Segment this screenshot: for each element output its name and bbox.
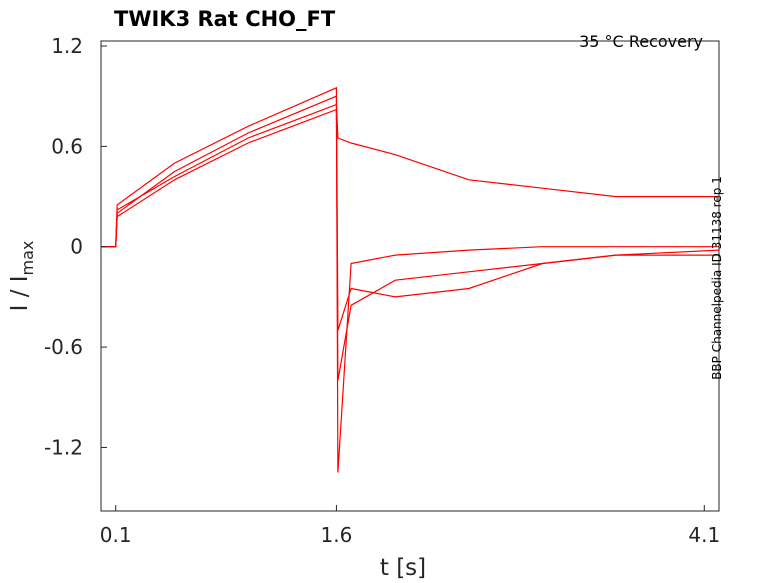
series-layer: [101, 86, 720, 473]
y-axis-label: I / Imax: [7, 241, 37, 312]
y-ticks: 1.2 0.6 0 -0.6 -1.2: [44, 34, 107, 459]
x-tick-label-2: 1.6: [321, 523, 353, 547]
chart-title: TWIK3 Rat CHO_FT: [114, 7, 336, 31]
x-tick-label-1: 0.1: [100, 523, 132, 547]
y-axis-label-main: I / I: [7, 275, 33, 311]
y-tick-label-5: -1.2: [44, 435, 83, 459]
plot-frame: [100, 40, 720, 512]
side-label: BBP Channelpedia ID 31138 rep 1: [710, 176, 724, 380]
y-tick-label-3: 0: [70, 235, 83, 259]
series-line-4: [101, 86, 720, 331]
x-axis-label: t [s]: [380, 555, 426, 581]
series-line-1: [101, 103, 719, 248]
x-tick-label-3: 4.1: [688, 523, 720, 547]
x-ticks: 0.1 1.6 4.1: [100, 505, 720, 547]
series-line-3: [101, 108, 719, 381]
series-line-2: [101, 95, 719, 473]
y-tick-label-4: -0.6: [44, 335, 83, 359]
y-tick-label-2: 0.6: [51, 134, 83, 158]
y-axis-label-sub: max: [18, 241, 37, 276]
y-tick-label-1: 1.2: [51, 34, 83, 58]
